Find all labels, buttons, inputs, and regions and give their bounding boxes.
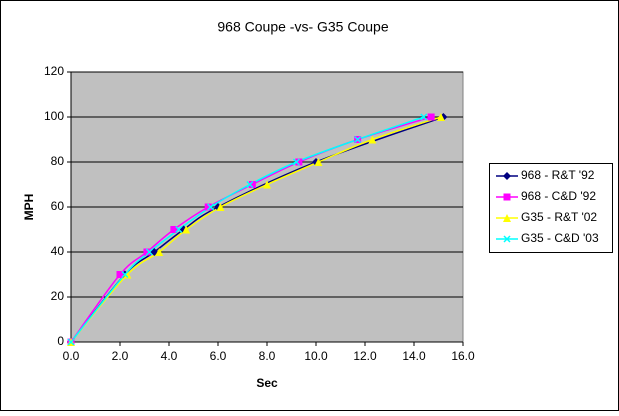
marker: [216, 203, 225, 211]
marker: [503, 235, 511, 243]
marker: [207, 203, 215, 211]
marker: [67, 338, 75, 346]
marker: [123, 270, 132, 279]
x-tick-label: 4.0: [161, 349, 178, 363]
y-tick-label: 80: [51, 154, 65, 168]
marker: [436, 113, 445, 121]
x-tick-label: 10.0: [304, 349, 328, 363]
x-tick-label: 12.0: [353, 349, 377, 363]
y-tick-label: 60: [51, 199, 65, 213]
marker: [295, 158, 303, 166]
x-axis-label: Sec: [256, 376, 278, 390]
x-tick-label: 14.0: [402, 349, 426, 363]
marker: [170, 226, 178, 233]
y-tick-label: 40: [51, 244, 65, 258]
marker: [204, 203, 212, 211]
marker: [503, 172, 511, 180]
marker: [175, 225, 183, 234]
chart-title: 968 Coupe -vs- G35 Coupe: [217, 19, 388, 35]
marker: [248, 181, 256, 188]
y-tick-label: 120: [44, 64, 64, 78]
marker: [354, 135, 362, 144]
marker: [420, 113, 428, 121]
x-tick-label: 0.0: [63, 349, 80, 363]
marker: [263, 180, 271, 189]
marker: [116, 271, 124, 278]
marker: [246, 180, 254, 189]
legend-label: G35 - R&T '02: [521, 210, 597, 224]
marker: [155, 248, 164, 256]
marker: [121, 270, 129, 279]
legend-label: G35 - C&D '03: [521, 231, 599, 245]
marker: [368, 135, 377, 144]
legend-label: 968 - R&T '92: [521, 168, 595, 182]
x-tick-label: 2.0: [112, 349, 129, 363]
legend-label: 968 - C&D '92: [521, 189, 596, 203]
marker: [292, 158, 300, 166]
marker: [503, 193, 511, 201]
y-tick-label: 0: [57, 334, 64, 348]
marker: [427, 113, 435, 121]
marker: [145, 248, 153, 256]
y-tick-label: 20: [51, 289, 65, 303]
x-tick-label: 8.0: [259, 349, 276, 363]
legend-box: [489, 163, 613, 253]
y-axis-label: MPH: [22, 194, 36, 221]
marker: [182, 225, 191, 234]
y-tick-label: 100: [44, 109, 64, 123]
marker: [503, 214, 511, 222]
marker: [143, 248, 151, 256]
marker: [314, 158, 323, 166]
x-tick-label: 6.0: [210, 349, 227, 363]
x-tick-label: 16.0: [451, 349, 475, 363]
